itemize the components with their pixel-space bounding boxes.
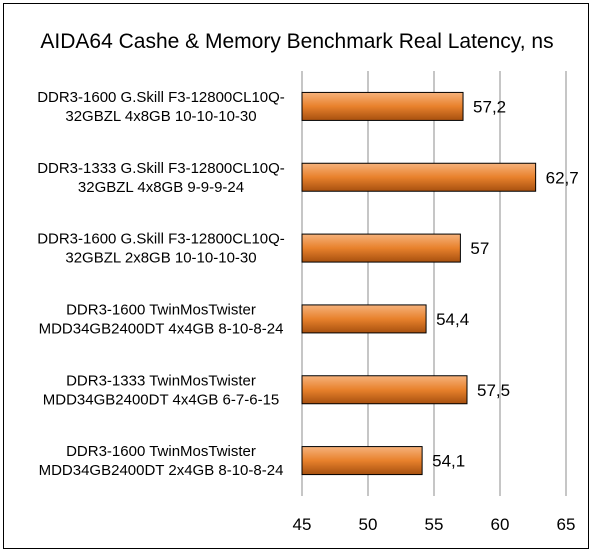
category-label: MDD34GB2400DT 2x4GB 8-10-8-24 (39, 462, 284, 479)
category-label: MDD34GB2400DT 4x4GB 8-10-8-24 (39, 320, 284, 337)
x-tick-label: 60 (491, 515, 510, 534)
x-tick-label: 55 (425, 515, 444, 534)
gridlines (301, 71, 567, 496)
category-label: MDD34GB2400DT 4x4GB 6-7-6-15 (43, 391, 280, 408)
bar (301, 162, 537, 192)
bar (301, 446, 423, 476)
data-label: 57,5 (477, 381, 510, 400)
bar (301, 375, 468, 405)
x-tick-label: 65 (557, 515, 576, 534)
data-label: 57,2 (473, 97, 506, 116)
data-label: 57 (470, 239, 489, 258)
data-label: 54,4 (436, 310, 469, 329)
category-label: DDR3-1600 TwinMosTwister (66, 443, 256, 460)
category-label: 32GBZL 4x8GB 10-10-10-30 (65, 108, 256, 125)
category-label: DDR3-1333 TwinMosTwister (66, 372, 256, 389)
category-label: 32GBZL 4x8GB 9-9-9-24 (78, 179, 244, 196)
chart-frame (3, 3, 589, 549)
x-tick-label: 45 (293, 515, 312, 534)
data-label: 62,7 (546, 168, 579, 187)
category-label: DDR3-1333 G.Skill F3-12800CL10Q- (37, 160, 285, 177)
category-label: 32GBZL 2x8GB 10-10-10-30 (65, 250, 256, 267)
bars (301, 91, 537, 476)
x-tick-label: 50 (359, 515, 378, 534)
bar (301, 91, 464, 121)
category-label: DDR3-1600 G.Skill F3-12800CL10Q- (37, 231, 285, 248)
category-label: DDR3-1600 TwinMosTwister (66, 301, 256, 318)
category-label: DDR3-1600 G.Skill F3-12800CL10Q- (37, 89, 285, 106)
data-label: 54,1 (432, 452, 465, 471)
bar (301, 304, 427, 334)
labels: 45 50 55 60 65 57,2 DDR3-1600 G.Skill F3-12800… (37, 89, 579, 534)
bar (301, 233, 461, 263)
chart-title: AIDA64 Cashe & Memory Benchmark Real Lat… (40, 30, 554, 53)
